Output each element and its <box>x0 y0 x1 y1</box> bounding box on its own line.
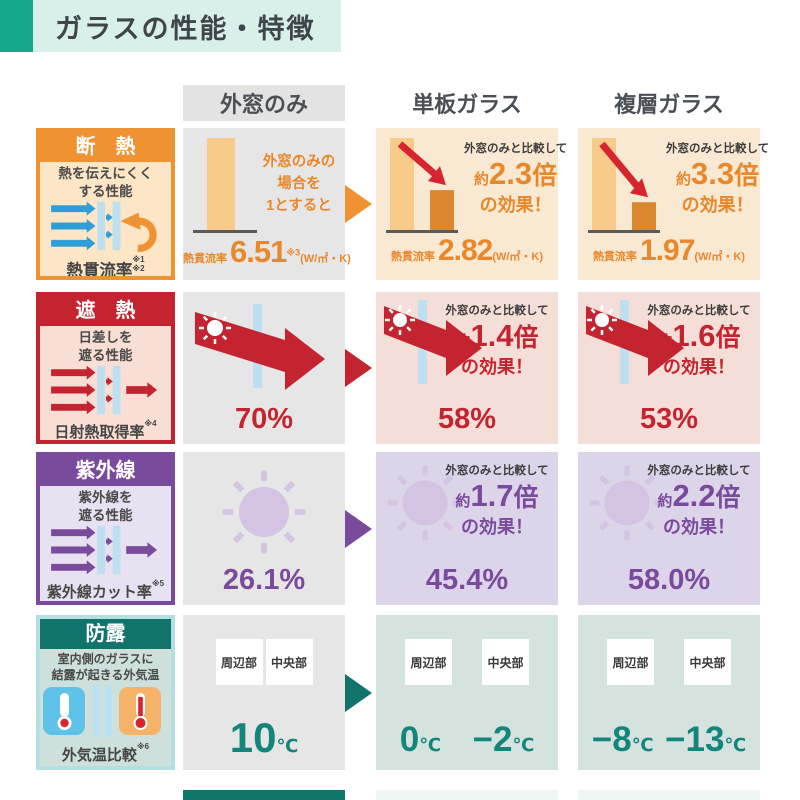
cell-condensation-single: 周辺部 中央部 0℃ −2℃ <box>376 615 558 770</box>
comparison-note: 外窓のみと比較して 約1.6倍 の効果！ <box>647 305 751 377</box>
row-header: 遮 熱 <box>40 296 171 326</box>
metric-label: 外気温比較※6 <box>61 742 150 765</box>
metric-value: 58.0% <box>627 564 711 596</box>
metric-note: ※1 ※2 <box>132 255 145 274</box>
cell-insulation-double: 外窓のみと比較して 約3.3倍 の効果！ 熱貫流率 1.97(W/㎡・K) <box>578 128 769 280</box>
row-uv-protection: 紫外線 紫外線を 遮る性能 紫外線カット率※5 26.1% 外窓のみと比較して … <box>0 452 800 605</box>
cell-uv-single: 外窓のみと比較して 約1.7倍 の効果！ 45.4% <box>376 452 558 605</box>
sun-pie-icon <box>582 458 672 553</box>
row-label-insulation: 断 熱 熱を伝えにくく する性能 熱貫流率※1 ※2 <box>36 128 175 280</box>
sun-arrow-icon <box>183 302 345 394</box>
row-description: 紫外線を 遮る性能 <box>78 490 133 523</box>
column-header-single-glass: 単板ガラス <box>412 92 522 117</box>
temperature-value: 10℃ <box>229 714 299 761</box>
sun-arrow-icon <box>582 298 694 395</box>
metric-value: 58% <box>437 403 497 435</box>
header: ガラスの性能・特徴 <box>0 0 342 52</box>
comparison-bar-chart-icon <box>588 134 666 234</box>
metric-label: 熱貫流率※1 ※2 <box>66 255 145 276</box>
chip-center: 中央部 <box>482 639 529 685</box>
chip-center: 中央部 <box>684 639 731 685</box>
metric-value: 熱貫流率 2.82(W/㎡・K) <box>390 234 544 267</box>
next-section-strip <box>376 790 558 800</box>
row-anti-condensation: 防露 室内側のガラスに 結露が起きる外気温 外気温比較※6 周辺部 中央部 10… <box>0 615 800 770</box>
row-label-anti-condensation: 防露 室内側のガラスに 結露が起きる外気温 外気温比較※6 <box>36 615 175 770</box>
transition-arrow-icon <box>345 185 372 223</box>
page-title: ガラスの性能・特徴 <box>55 13 316 44</box>
row-insulation: 断 熱 熱を伝えにくく する性能 熱貫流率※1 ※2 外窓のみの 場合を 1とす… <box>0 128 800 280</box>
next-section-strip <box>578 790 760 800</box>
comparison-bar-chart-icon <box>386 134 464 234</box>
chip-center: 中央部 <box>265 639 313 685</box>
chip-edge: 周辺部 <box>215 639 263 685</box>
cell-uv-double: 外窓のみと比較して 約2.2倍 の効果！ 58.0% <box>578 452 760 605</box>
sun-arrow-icon <box>380 298 492 395</box>
thermometers-icon <box>41 683 171 744</box>
cell-heat-shielding-single: 外窓のみと比較して 約1.4倍 の効果！ 58% <box>376 292 558 444</box>
next-section-strip <box>183 790 345 800</box>
transition-arrow-icon <box>345 509 372 548</box>
metric-value: 26.1% <box>222 564 306 596</box>
column-header-double-glass: 複層ガラス <box>614 92 724 117</box>
sun-pie-icon <box>183 462 345 562</box>
cell-heat-shielding-double: 外窓のみと比較して 約1.6倍 の効果！ 53% <box>578 292 760 444</box>
transition-arrow-icon <box>345 349 372 387</box>
row-description: 熱を伝えにくく する性能 <box>58 166 153 199</box>
heat-shielding-arrows-icon <box>47 364 165 421</box>
uv-arrows-icon <box>47 524 165 581</box>
cell-uv-baseline: 26.1% <box>183 452 345 605</box>
comparison-note: 外窓のみと比較して 約1.7倍 の効果！ <box>445 465 549 537</box>
transition-arrow-icon <box>345 673 372 712</box>
comparison-note: 外窓のみと比較して 約3.3倍 の効果！ <box>666 143 770 215</box>
row-description: 室内側のガラスに 結露が起きる外気温 <box>51 652 160 682</box>
temperature-values: 0℃ −2℃ <box>399 720 535 759</box>
cell-condensation-baseline: 周辺部 中央部 10℃ <box>183 615 345 770</box>
row-label-heat-shielding: 遮 熱 日差しを 遮る性能 日射熱取得率※4 <box>36 292 175 444</box>
metric-note: ※5 <box>151 579 165 589</box>
row-header: 紫外線 <box>40 456 171 486</box>
row-description: 日差しを 遮る性能 <box>78 330 133 363</box>
baseline-bar-chart-icon <box>193 134 257 234</box>
metric-value: 熱貫流率6.51※3(W/㎡・K) <box>183 234 351 269</box>
row-heat-shielding: 遮 熱 日差しを 遮る性能 日射熱取得率※4 70% 外窓のみと比較して 約1.… <box>0 292 800 444</box>
metric-value: 70% <box>234 403 294 435</box>
row-label-uv: 紫外線 紫外線を 遮る性能 紫外線カット率※5 <box>36 452 175 605</box>
sun-pie-icon <box>380 458 470 553</box>
chip-edge: 周辺部 <box>405 639 452 685</box>
metric-label: 紫外線カット率※5 <box>46 579 165 601</box>
comparison-note: 外窓のみと比較して 約2.3倍 の効果！ <box>464 143 568 215</box>
metric-value: 熱貫流率 1.97(W/㎡・K) <box>592 234 746 267</box>
column-header-baseline: 外窓のみ <box>183 85 345 121</box>
cell-insulation-single: 外窓のみと比較して 約2.3倍 の効果！ 熱貫流率 2.82(W/㎡・K) <box>376 128 567 280</box>
title-accent-square <box>0 0 33 52</box>
row-header: 断 熱 <box>40 132 171 162</box>
row-header: 防露 <box>40 619 171 649</box>
baseline-note: 外窓のみの 場合を 1とすると <box>262 154 336 214</box>
chip-edge: 周辺部 <box>607 639 654 685</box>
cell-insulation-baseline: 外窓のみの 場合を 1とすると 熱貫流率6.51※3(W/㎡・K) <box>183 128 351 280</box>
metric-note: ※6 <box>136 742 150 752</box>
insulation-arrows-icon <box>47 200 165 257</box>
cell-heat-shielding-baseline: 70% <box>183 292 345 444</box>
comparison-note: 外窓のみと比較して 約2.2倍 の効果！ <box>647 465 751 537</box>
cell-condensation-double: 周辺部 中央部 −8℃ −13℃ <box>578 615 760 770</box>
metric-value: 53% <box>639 403 699 435</box>
title-banner: ガラスの性能・特徴 <box>33 0 342 52</box>
metric-note: ※4 <box>144 419 157 429</box>
metric-label: 日射熱取得率※4 <box>54 419 157 440</box>
metric-value: 45.4% <box>425 564 509 596</box>
temperature-values: −8℃ −13℃ <box>591 720 747 759</box>
comparison-note: 外窓のみと比較して 約1.4倍 の効果！ <box>445 305 549 377</box>
